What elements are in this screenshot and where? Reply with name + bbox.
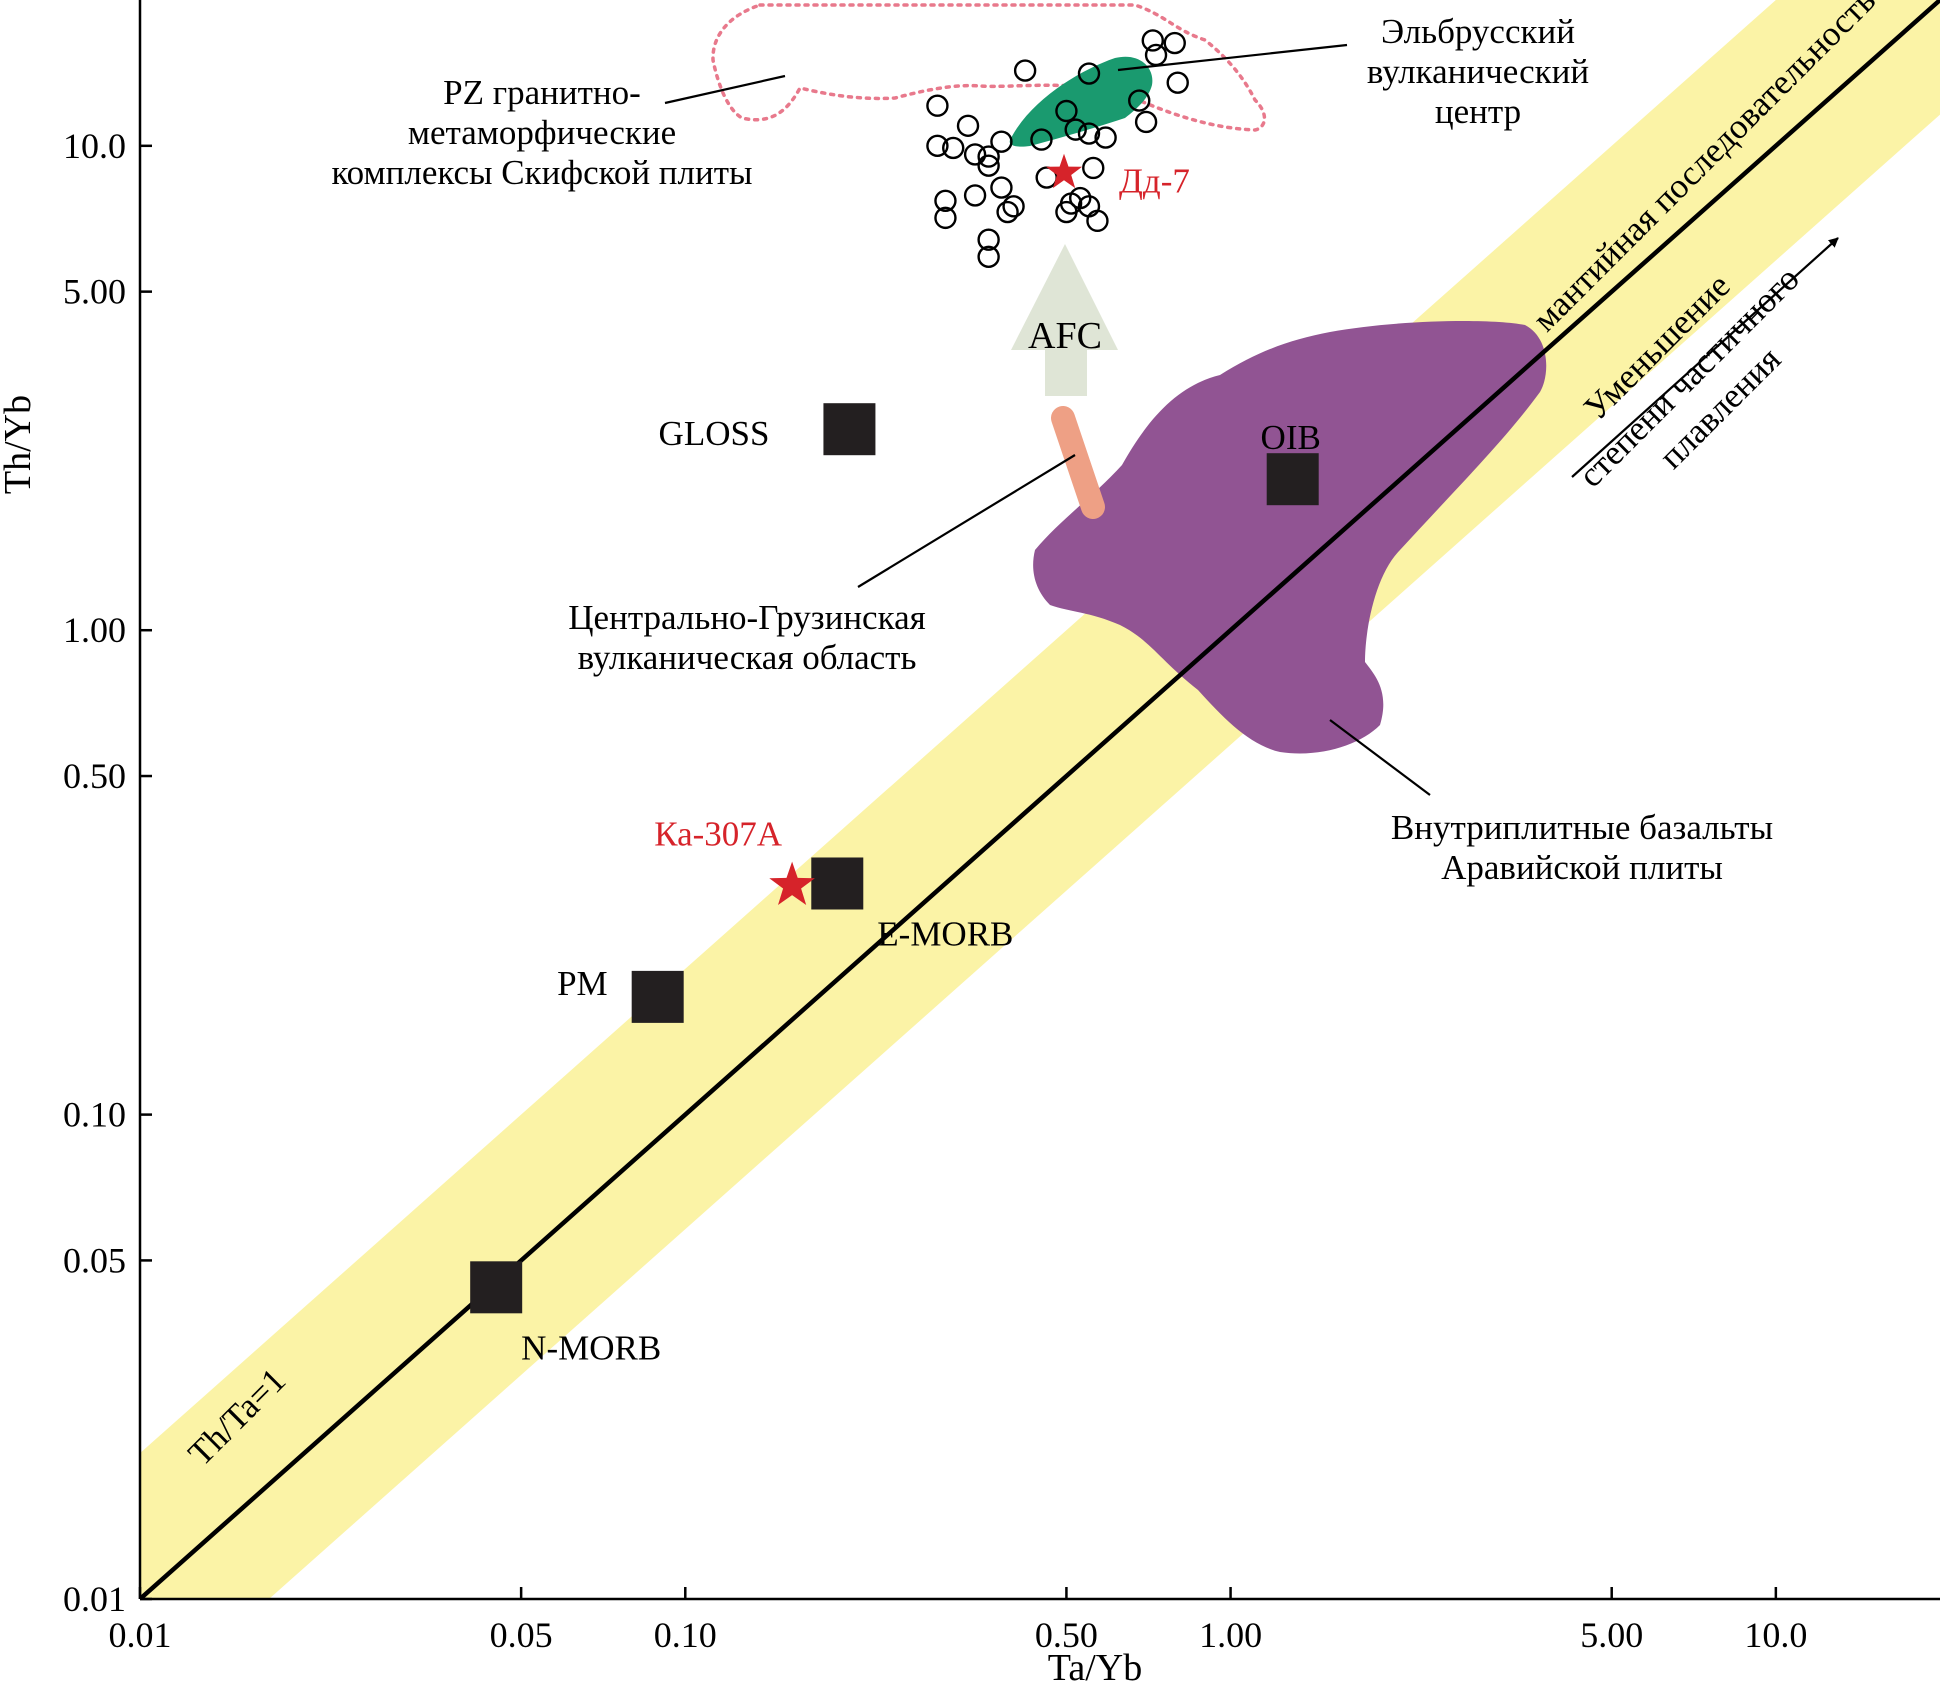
elbrus-point xyxy=(996,200,1019,224)
elbrus-point xyxy=(926,134,949,158)
elbrus-point xyxy=(1144,43,1168,67)
elbrus-point xyxy=(1086,209,1109,233)
elbrus-field xyxy=(1009,56,1153,147)
sample-star xyxy=(1046,153,1083,189)
y-tick-label: 0.50 xyxy=(63,756,126,796)
elbrus-leader-line xyxy=(1117,43,1348,72)
elbrus-point xyxy=(1055,99,1078,123)
y-axis-title: Th/Yb xyxy=(0,395,39,494)
elbrus-point xyxy=(1128,89,1151,112)
x-ticks: 0.01 0.05 0.10 0.50 1.00 5.00 10.0 xyxy=(109,1587,1807,1655)
elbrus-point xyxy=(956,114,980,137)
georgia-field xyxy=(1051,406,1105,519)
elbrus-point xyxy=(1077,122,1101,145)
georgia-label-line2: вулканическая область xyxy=(578,638,917,677)
elbrus-point xyxy=(1141,29,1164,52)
x-axis-title: Ta/Yb xyxy=(1048,1647,1142,1685)
reference-square xyxy=(1266,453,1319,506)
reference-label: PM xyxy=(557,964,608,1003)
x-tick-label: 0.50 xyxy=(1035,1615,1098,1655)
sample-label: Дд-7 xyxy=(1119,162,1190,201)
elbrus-point xyxy=(934,189,957,213)
y-ticks: 0.01 0.05 0.10 0.50 1.00 5.00 10.0 xyxy=(63,126,152,1619)
sample-label: Ка-307А xyxy=(654,815,783,854)
elbrus-point xyxy=(1002,195,1025,218)
elbrus-point xyxy=(1055,200,1078,224)
x-tick-label: 5.00 xyxy=(1580,1615,1643,1655)
elbrus-point xyxy=(1030,128,1053,151)
elbrus-point xyxy=(926,94,949,117)
elbrus-point xyxy=(963,184,987,207)
x-tick-label: 0.10 xyxy=(654,1615,717,1655)
elbrus-point xyxy=(977,145,1000,168)
elbrus-point xyxy=(963,143,987,166)
elbrus-point xyxy=(1094,126,1117,149)
elbrus-point xyxy=(942,136,965,160)
elbrus-label-line2: вулканический xyxy=(1367,52,1589,91)
arabia-leader-line xyxy=(1329,719,1431,796)
elbrus-point xyxy=(990,130,1013,153)
reference-square xyxy=(811,857,864,910)
samples: Ка-307А Дд-7 xyxy=(654,153,1190,905)
reference-label: GLOSS xyxy=(659,414,770,453)
melting-arrow xyxy=(1571,237,1839,478)
reference-label: N-MORB xyxy=(521,1328,661,1367)
elbrus-point xyxy=(977,228,1000,251)
x-tick-label: 10.0 xyxy=(1744,1615,1807,1655)
elbrus-point xyxy=(990,176,1013,199)
reference-square xyxy=(470,1261,523,1314)
reference-label: OIB xyxy=(1261,418,1321,457)
afc-label: AFC xyxy=(1028,315,1102,357)
elbrus-label-line1: Эльбрусский xyxy=(1381,12,1575,51)
pz-leader-line xyxy=(664,74,786,105)
x-tick-label: 0.05 xyxy=(490,1615,553,1655)
x-tick-label: 1.00 xyxy=(1199,1615,1262,1655)
y-tick-label: 10.0 xyxy=(63,126,126,166)
th-ta-reference-line xyxy=(140,0,1940,1599)
pz-label-line3: комплексы Скифской плиты xyxy=(331,153,752,192)
pz-granite-field xyxy=(711,3,1267,132)
reference-square xyxy=(823,403,876,456)
elbrus-point xyxy=(1163,31,1186,55)
elbrus-point xyxy=(1166,71,1189,94)
y-tick-label: 1.00 xyxy=(63,610,126,650)
arabian-intraplate-field xyxy=(1033,320,1547,754)
reference-compositions: N-MORB PM E-MORB GLOSS OIB xyxy=(470,403,1321,1367)
georgia-leader-line xyxy=(857,454,1076,588)
y-tick-label: 5.00 xyxy=(63,272,126,312)
arabia-label-line2: Аравийской плиты xyxy=(1441,848,1723,887)
elbrus-point xyxy=(1064,118,1087,141)
reference-square xyxy=(631,970,684,1023)
elbrus-point xyxy=(1134,110,1158,134)
elbrus-point xyxy=(977,245,1000,269)
y-tick-label: 0.01 xyxy=(63,1579,126,1619)
elbrus-point xyxy=(1077,62,1101,85)
elbrus-point xyxy=(1013,59,1037,82)
pz-label-line1: PZ гранитно- xyxy=(443,73,641,112)
pz-label-line2: метаморфические xyxy=(408,113,676,152)
elbrus-point xyxy=(977,154,1000,177)
elbrus-label-line3: центр xyxy=(1435,92,1521,131)
y-tick-label: 0.05 xyxy=(63,1240,126,1280)
sample-star xyxy=(769,861,815,905)
georgia-label-line1: Центрально-Грузинская xyxy=(568,598,925,637)
x-tick-label: 0.01 xyxy=(109,1615,172,1655)
arabia-label-line1: Внутриплитные базальты xyxy=(1391,808,1773,847)
elbrus-point xyxy=(934,206,957,230)
reference-label: E-MORB xyxy=(877,914,1013,953)
leader-lines xyxy=(664,43,1839,796)
elbrus-points xyxy=(926,29,1189,269)
y-tick-label: 0.10 xyxy=(63,1095,126,1135)
afc-arrow xyxy=(1011,244,1118,396)
elbrus-point xyxy=(1082,156,1105,180)
